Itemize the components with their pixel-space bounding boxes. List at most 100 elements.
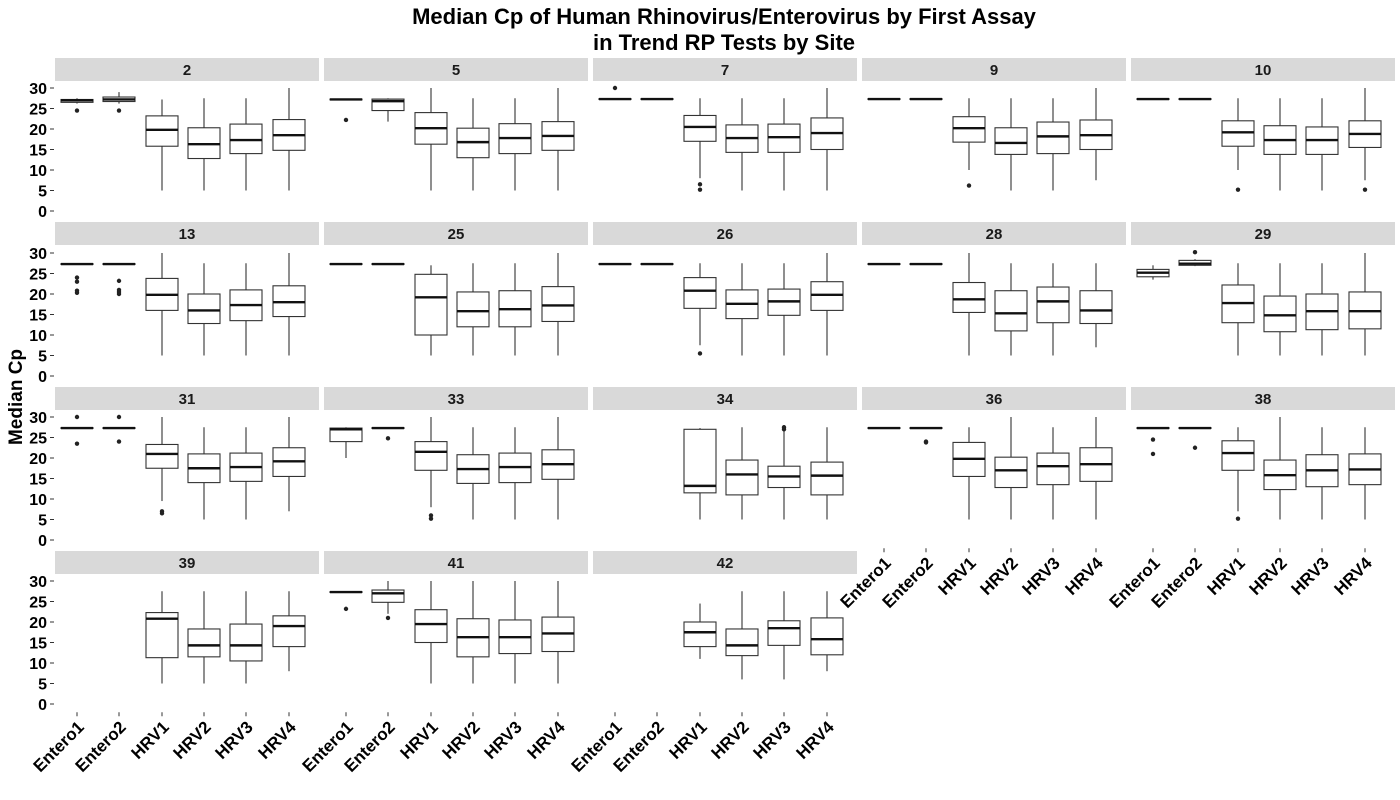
facet-panel: 5	[324, 58, 588, 191]
boxplot-entero1	[60, 98, 94, 113]
outlier-point	[74, 414, 80, 420]
facet-strip	[324, 387, 588, 410]
outlier-point	[697, 351, 703, 356]
box-iqr	[414, 273, 448, 336]
boxplot-hrv1	[145, 253, 179, 356]
facet-strip-label: 38	[1255, 391, 1272, 408]
y-tick-label: 0	[38, 369, 47, 386]
box-iqr	[725, 459, 759, 496]
y-tick-label: 20	[29, 122, 47, 139]
boxplot-entero1	[867, 97, 901, 101]
box-iqr	[414, 609, 448, 644]
boxplot-hrv1	[683, 603, 717, 659]
boxplot-hrv1	[145, 591, 179, 684]
boxplot-entero1	[329, 262, 363, 266]
y-tick-label: 30	[29, 574, 47, 591]
x-tick-label: HRV1	[128, 718, 173, 763]
facet-strip	[862, 222, 1126, 245]
facet-panel: 10	[1131, 58, 1395, 192]
facet-panel: 34	[593, 387, 857, 520]
boxplot-entero2	[909, 262, 943, 266]
boxplot-hrv2	[725, 591, 759, 680]
box-iqr	[810, 617, 844, 656]
boxplot-hrv4	[541, 417, 575, 520]
boxplot-hrv2	[456, 263, 490, 356]
y-tick-label: 25	[29, 267, 47, 284]
facet-strip	[55, 551, 319, 574]
box-iqr	[456, 291, 490, 328]
boxplot-entero1	[867, 426, 901, 430]
boxplot-entero2	[371, 426, 405, 441]
boxplot-hrv2	[187, 263, 221, 356]
boxplot-entero2	[1178, 249, 1212, 267]
boxplot-entero2	[102, 92, 136, 113]
boxplot-hrv2	[187, 591, 221, 684]
x-tick-label: HRV1	[397, 718, 442, 763]
boxplot-entero2	[640, 97, 674, 101]
y-axis-label: Median Cp	[6, 349, 27, 445]
x-tick-label: HRV1	[1204, 554, 1249, 599]
facet-strip-label: 42	[717, 555, 734, 572]
boxplot-hrv3	[1036, 263, 1070, 356]
facet-panel: 39051015202530Entero1Entero2HRV1HRV2HRV3…	[29, 551, 319, 776]
outlier-point	[923, 440, 929, 445]
boxplot-hrv2	[994, 98, 1028, 191]
outlier-point	[1235, 187, 1241, 192]
x-tick-label: HRV2	[439, 718, 484, 763]
box-iqr	[329, 427, 363, 443]
facet-strip	[593, 58, 857, 81]
y-tick-label: 15	[29, 308, 47, 325]
boxplot-hrv3	[229, 263, 263, 356]
boxplot-hrv4	[810, 427, 844, 520]
y-tick-label: 0	[38, 204, 47, 221]
facet-strip	[862, 58, 1126, 81]
x-tick-label: HRV2	[708, 718, 753, 763]
box-iqr	[187, 293, 221, 325]
outlier-point	[116, 108, 122, 113]
outlier-point	[966, 183, 972, 188]
facet-panel: 25	[324, 222, 588, 356]
facet-strip-label: 36	[986, 391, 1003, 408]
boxplot-hrv3	[229, 591, 263, 684]
boxplot-hrv1	[414, 581, 448, 684]
box-iqr	[371, 589, 405, 603]
facet-strip-label: 2	[183, 62, 191, 79]
outlier-point	[74, 279, 80, 284]
boxplot-hrv3	[767, 425, 801, 520]
outlier-point	[1235, 516, 1241, 521]
facet-panel: 29	[1131, 222, 1395, 356]
outlier-point	[74, 290, 80, 295]
y-tick-label: 30	[29, 410, 47, 427]
box-iqr	[371, 98, 405, 112]
box-iqr	[683, 277, 717, 309]
x-tick-label: HRV2	[1246, 554, 1291, 599]
boxplot-hrv2	[994, 263, 1028, 356]
x-tick-label: HRV4	[524, 717, 570, 763]
facet-panel: 7	[593, 58, 857, 192]
boxplot-entero2	[371, 262, 405, 266]
boxplot-hrv3	[1305, 263, 1339, 356]
boxplot-hrv3	[498, 98, 532, 191]
boxplot-hrv3	[767, 98, 801, 191]
outlier-point	[116, 414, 122, 420]
outlier-point	[74, 275, 80, 280]
facet-strip	[862, 387, 1126, 410]
outlier-point	[697, 182, 703, 187]
boxplot-hrv4	[810, 253, 844, 356]
box-iqr	[1221, 440, 1255, 471]
chart-title-line1: Median Cp of Human Rhinovirus/Enteroviru…	[412, 4, 1037, 29]
y-tick-label: 15	[29, 472, 47, 489]
boxplot-hrv1	[1221, 427, 1255, 521]
outlier-point	[159, 511, 165, 516]
outlier-point	[385, 436, 391, 441]
x-tick-label: HRV2	[170, 718, 215, 763]
facet-strip	[593, 551, 857, 574]
boxplot-hrv1	[683, 428, 717, 520]
facet-strip-label: 13	[179, 226, 196, 243]
facet-strip-label: 7	[721, 62, 729, 79]
boxplot-entero1	[1136, 97, 1170, 101]
box-iqr	[810, 461, 844, 496]
